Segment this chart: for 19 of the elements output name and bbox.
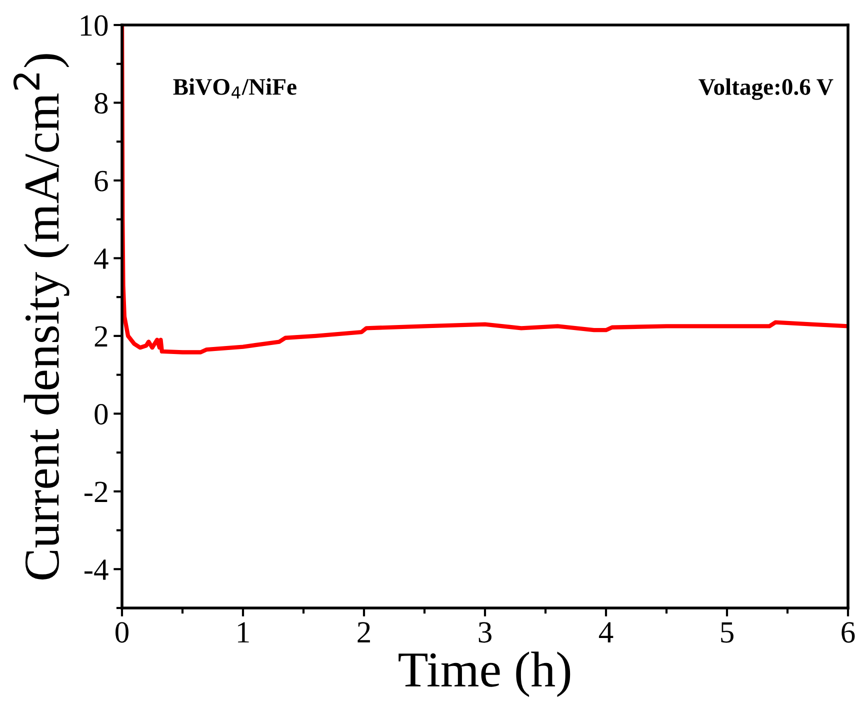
y-tick-label: 0 <box>94 404 108 425</box>
y-tick-label: 6 <box>94 170 108 192</box>
x-tick-label: 2 <box>358 622 370 642</box>
y-tick-label: 10 <box>80 15 108 36</box>
x-tick-label: 5 <box>721 622 734 643</box>
y-tick-label: 8 <box>94 93 108 114</box>
y-axis-title: Current density (mA/cm$^{2}$) <box>13 54 70 580</box>
x-tick-label: 3 <box>478 622 492 643</box>
x-tick-label: 6 <box>842 622 855 643</box>
annotation: Voltage:0.6 V <box>698 78 834 100</box>
y-tick-label: 4 <box>94 248 108 269</box>
x-tick-label: 4 <box>598 622 614 642</box>
x-tick-label: 1 <box>238 622 249 642</box>
y-tick-label: -2 <box>84 482 108 502</box>
x-tick-label: 0 <box>116 622 128 643</box>
y-tick-label: 2 <box>94 326 108 347</box>
x-axis-title: Time (h) <box>398 652 570 698</box>
y-tick-label: -4 <box>84 560 108 580</box>
annotation: BiVO$_{4}$/NiFe <box>173 78 296 99</box>
